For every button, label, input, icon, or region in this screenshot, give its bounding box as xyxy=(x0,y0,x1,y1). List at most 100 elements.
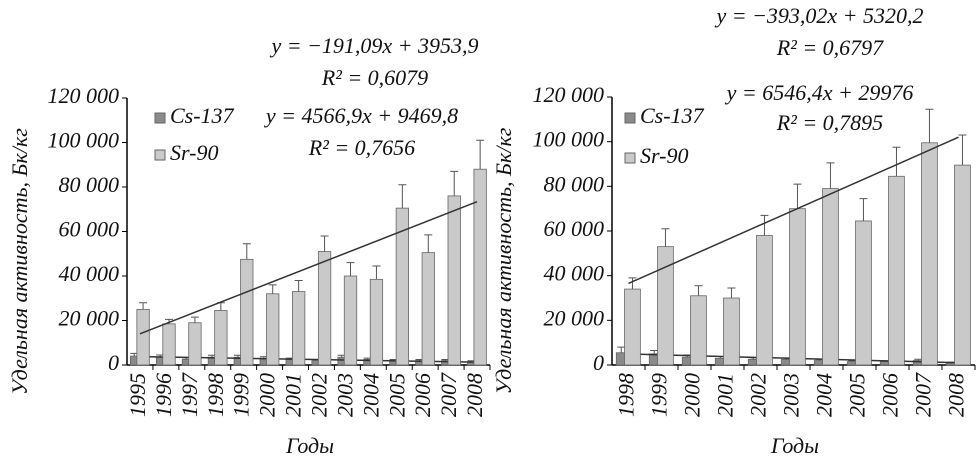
error-bar xyxy=(398,184,407,209)
legend-swatch xyxy=(624,152,636,164)
bar xyxy=(789,208,806,366)
trend-r2: R² = 0,7895 xyxy=(776,110,883,135)
x-tick-label: 1995 xyxy=(125,373,150,417)
trend-equation: y = −191,09x + 3953,9 xyxy=(269,33,478,58)
x-tick-label: 2008 xyxy=(462,373,487,417)
legend-swatch xyxy=(154,149,166,161)
y-tick-label: 100 000 xyxy=(533,127,605,152)
x-tick-label: 2000 xyxy=(680,373,705,417)
error-bar xyxy=(694,285,703,296)
y-tick-label: 40 000 xyxy=(59,261,120,286)
bar xyxy=(447,195,461,366)
error-bar xyxy=(727,287,736,298)
y-axis-label: Удельная активность, Бк/кг xyxy=(491,127,516,394)
x-tick-label: 1998 xyxy=(203,373,228,417)
error-bar xyxy=(424,234,433,253)
error-bar xyxy=(650,349,659,354)
x-tick-label: 2004 xyxy=(358,373,383,417)
error-bar xyxy=(892,146,901,177)
x-tick-label: 2008 xyxy=(944,373,969,417)
trend-line xyxy=(628,136,959,285)
error-bar xyxy=(372,265,381,280)
error-bar xyxy=(826,162,835,189)
bar xyxy=(188,322,202,366)
x-tick-label: 2006 xyxy=(878,373,903,417)
error-bar xyxy=(320,235,329,252)
bar xyxy=(369,278,384,366)
x-tick-label: 1997 xyxy=(177,372,202,417)
bar xyxy=(888,175,905,366)
error-bar xyxy=(139,302,148,310)
y-tick-label: 40 000 xyxy=(544,261,605,286)
y-axis-label: Удельная активность, Бк/кг xyxy=(7,128,32,395)
y-tick-label: 80 000 xyxy=(544,171,605,196)
bar xyxy=(855,220,872,366)
y-tick-label: 20 000 xyxy=(59,306,120,331)
y-tick-label: 120 000 xyxy=(533,82,605,107)
bar xyxy=(723,297,740,366)
x-tick-label: 2003 xyxy=(779,373,804,417)
error-bar xyxy=(268,284,277,294)
bar xyxy=(421,252,435,366)
x-tick-label: 2005 xyxy=(384,373,409,417)
error-bar xyxy=(617,346,626,353)
trend-r2: R² = 0,6797 xyxy=(776,35,884,60)
error-bar xyxy=(190,316,199,323)
trend-line xyxy=(139,200,478,335)
y-tick-label: 80 000 xyxy=(59,172,120,197)
bar xyxy=(292,291,306,366)
error-bar xyxy=(859,198,868,221)
error-bar xyxy=(628,277,637,290)
x-tick-label: 2005 xyxy=(845,373,870,417)
error-bar xyxy=(450,170,459,196)
x-tick-label: 1998 xyxy=(614,373,639,417)
y-tick-label: 60 000 xyxy=(59,217,120,242)
error-bar xyxy=(793,183,802,209)
error-bar xyxy=(476,139,485,170)
legend-label: Sr-90 xyxy=(640,143,688,168)
trend-r2: R² = 0,7656 xyxy=(308,135,415,160)
x-tick-label: 1996 xyxy=(151,373,176,417)
error-bar xyxy=(958,134,967,166)
bar xyxy=(921,142,938,366)
x-tick-label: 2007 xyxy=(911,372,936,417)
legend-label: Cs-137 xyxy=(640,103,705,128)
bar xyxy=(162,323,176,366)
bar xyxy=(136,308,150,366)
bar xyxy=(317,251,332,366)
trend-r2: R² = 0,6079 xyxy=(321,65,428,90)
bar xyxy=(756,235,773,366)
legend-swatch xyxy=(154,112,166,124)
y-tick-label: 60 000 xyxy=(544,216,605,241)
y-tick-label: 120 000 xyxy=(48,83,120,108)
x-tick-label: 2000 xyxy=(255,373,280,417)
trend-equation: y = −393,02x + 5320,2 xyxy=(714,3,923,28)
bar xyxy=(240,258,254,366)
error-bar xyxy=(760,214,769,236)
trend-equation: y = 6546,4x + 29976 xyxy=(725,80,914,105)
x-tick-label: 2002 xyxy=(307,373,332,417)
error-bar xyxy=(242,243,251,260)
x-axis-label: Годы xyxy=(770,433,819,458)
bar xyxy=(624,288,641,366)
error-bar xyxy=(914,358,923,361)
bar xyxy=(214,310,228,366)
legend-label: Sr-90 xyxy=(170,140,218,165)
x-tick-label: 2002 xyxy=(746,373,771,417)
x-tick-label: 2004 xyxy=(812,373,837,417)
x-tick-label: 2003 xyxy=(332,373,357,417)
x-tick-label: 2007 xyxy=(436,372,461,417)
x-tick-label: 1999 xyxy=(229,373,254,417)
y-tick-label: 20 000 xyxy=(544,305,605,330)
bar xyxy=(343,275,358,366)
y-tick-label: 0 xyxy=(108,350,119,375)
bar xyxy=(954,164,971,366)
bar xyxy=(266,293,280,366)
y-tick-label: 100 000 xyxy=(48,128,120,153)
bar xyxy=(473,168,487,366)
x-tick-label: 2001 xyxy=(281,373,306,417)
error-bar xyxy=(925,108,934,143)
x-tick-label: 2001 xyxy=(713,373,738,417)
x-tick-label: 2006 xyxy=(410,373,435,417)
error-bar xyxy=(294,279,303,292)
